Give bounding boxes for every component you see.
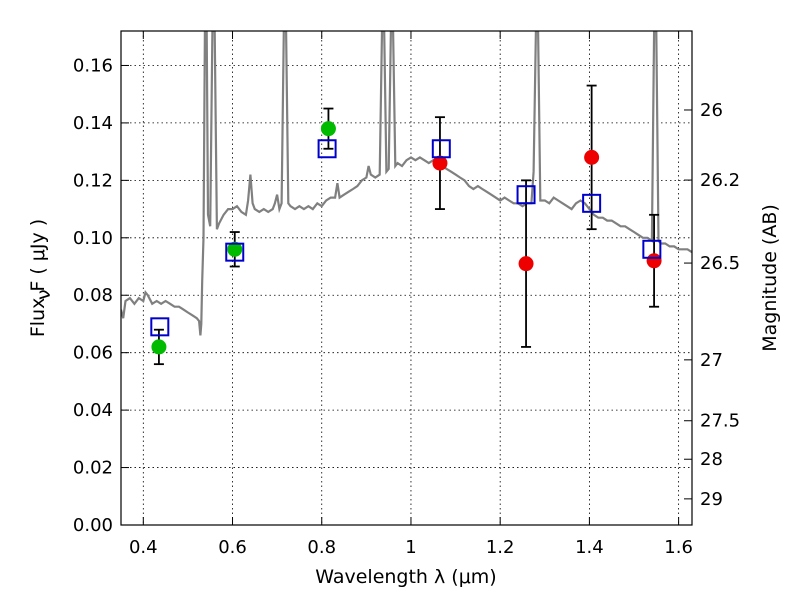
x-tick-label: 0.6 (218, 537, 247, 558)
model-point (150, 317, 170, 337)
y-axis-title-subscript: ν (33, 289, 55, 300)
data-point (432, 155, 448, 171)
y-tick-label: 0.08 (73, 285, 113, 306)
y-tick-label: 0.02 (73, 458, 113, 479)
plot-content (121, 31, 692, 366)
x-tick-label: 0.8 (307, 537, 336, 558)
right-tick-label: 27.5 (700, 411, 740, 432)
y-axis-title: Flux F ( μJy ) (27, 219, 49, 337)
data-point (646, 253, 662, 269)
data-point (584, 149, 600, 165)
model-point (225, 242, 245, 262)
model-point (582, 193, 602, 213)
plot-frame (120, 30, 693, 526)
right-tick-label: 26 (700, 100, 723, 121)
y-tick-label: 0.06 (73, 343, 113, 364)
model-point (431, 139, 451, 159)
right-tick-label: 28 (700, 449, 723, 470)
axis-ticks (121, 31, 692, 526)
x-tick-label: 1 (405, 537, 416, 558)
axis-tick-labels: 0.4 0.6 0.8 1 1.2 1.4 1.6 0.00 0.02 0.04 0.06 0.08 0… (73, 55, 740, 558)
data-point (227, 241, 243, 257)
y-tick-label: 0.10 (73, 228, 113, 249)
data-markers (150, 84, 662, 366)
right-tick-label: 26.2 (700, 170, 740, 191)
spectrum-line (121, 31, 692, 336)
y-tick-label: 0.14 (73, 113, 113, 134)
x-tick-label: 1.4 (575, 537, 604, 558)
x-tick-label: 1.2 (486, 537, 515, 558)
x-axis-title: Wavelength λ (μm) (315, 566, 496, 588)
data-point (320, 121, 336, 137)
model-point (317, 139, 337, 159)
right-tick-label: 27 (700, 350, 723, 371)
model-point (642, 239, 662, 259)
right-axis-title: Magnitude (AB) (759, 204, 781, 352)
right-tick-label: 26.5 (700, 253, 740, 274)
data-point (151, 339, 167, 355)
y-tick-label: 0.16 (73, 55, 113, 76)
y-axis-title-text: Flux F ( μJy ) (27, 219, 49, 337)
y-tick-label: 0.00 (73, 515, 113, 536)
model-point (516, 185, 536, 205)
x-tick-label: 0.4 (129, 537, 158, 558)
right-tick-label: 29 (700, 489, 723, 510)
x-tick-label: 1.6 (664, 537, 693, 558)
y-tick-label: 0.12 (73, 170, 113, 191)
data-point (518, 256, 534, 272)
y-tick-label: 0.04 (73, 400, 113, 421)
